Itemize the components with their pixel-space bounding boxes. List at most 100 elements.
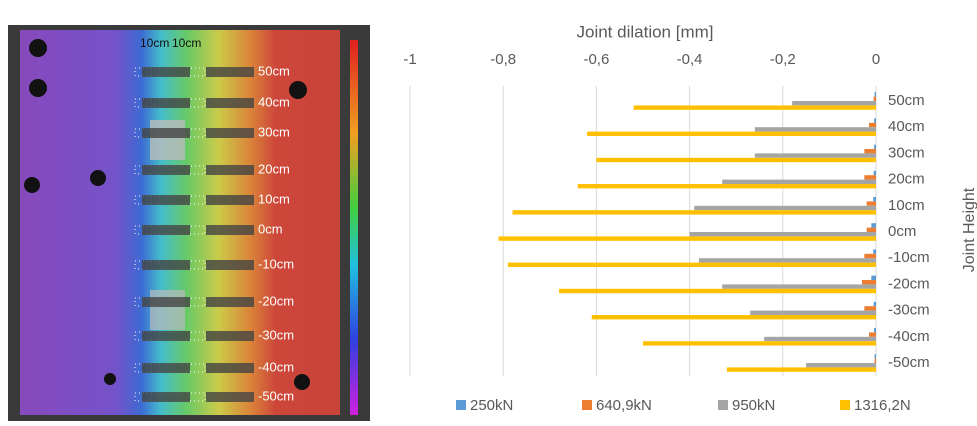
hole bbox=[294, 374, 310, 390]
legend-label: 250kN bbox=[470, 397, 513, 414]
bar bbox=[792, 101, 876, 105]
bar bbox=[499, 236, 876, 240]
page: {"image": {"scale_labels": ["10cm", "10c… bbox=[0, 0, 977, 421]
bar bbox=[592, 315, 876, 319]
bar bbox=[869, 332, 876, 336]
hole bbox=[29, 39, 47, 57]
bar bbox=[722, 284, 876, 288]
height-label: -20cm bbox=[258, 293, 294, 308]
point-tag bbox=[206, 195, 254, 205]
bar bbox=[874, 118, 876, 122]
height-label: -40cm bbox=[258, 359, 294, 374]
hole bbox=[24, 177, 40, 193]
height-label: -10cm bbox=[258, 256, 294, 271]
bar bbox=[513, 210, 876, 214]
bar bbox=[755, 127, 876, 131]
bar bbox=[874, 145, 876, 149]
bar bbox=[875, 359, 876, 363]
y-tick-label: -40cm bbox=[888, 328, 930, 345]
bar bbox=[634, 105, 876, 109]
y-tick-label: 40cm bbox=[888, 118, 925, 135]
bar bbox=[864, 306, 876, 310]
legend-label: 1316,2N bbox=[854, 397, 911, 414]
hole bbox=[104, 373, 116, 385]
bar bbox=[694, 206, 876, 210]
y-tick-label: 10cm bbox=[888, 197, 925, 214]
point-tag bbox=[142, 392, 190, 402]
x-tick-label: -0,6 bbox=[583, 51, 609, 68]
point-tag bbox=[142, 128, 190, 138]
bar bbox=[764, 337, 876, 341]
bar bbox=[874, 302, 876, 306]
y-tick-label: 30cm bbox=[888, 144, 925, 161]
bar bbox=[755, 153, 876, 157]
bar bbox=[873, 249, 876, 253]
bar bbox=[867, 228, 876, 232]
y-tick-label: -20cm bbox=[888, 275, 930, 292]
dic-image bbox=[8, 25, 370, 421]
y-tick-label: 50cm bbox=[888, 92, 925, 109]
bar bbox=[508, 263, 876, 267]
bar bbox=[874, 171, 876, 175]
point-tag bbox=[142, 331, 190, 341]
hole bbox=[29, 79, 47, 97]
legend-swatch bbox=[456, 400, 466, 410]
height-label: 10cm bbox=[258, 191, 290, 206]
height-label: -30cm bbox=[258, 327, 294, 342]
scale-label: 10cm bbox=[140, 36, 169, 50]
point-tag bbox=[206, 225, 254, 235]
hole bbox=[289, 81, 307, 99]
chart-title: Joint dilation [mm] bbox=[577, 22, 714, 41]
bar bbox=[875, 92, 876, 96]
point-tag bbox=[142, 67, 190, 77]
bar bbox=[874, 97, 876, 101]
bar bbox=[578, 184, 876, 188]
bar bbox=[871, 223, 876, 227]
point-tag bbox=[206, 128, 254, 138]
bar bbox=[874, 328, 876, 332]
bar bbox=[871, 276, 876, 280]
x-tick-label: -1 bbox=[403, 51, 416, 68]
point-tag bbox=[206, 165, 254, 175]
point-tag bbox=[142, 363, 190, 373]
point-tag bbox=[206, 392, 254, 402]
bar bbox=[750, 311, 876, 315]
bar bbox=[864, 175, 876, 179]
bar bbox=[587, 132, 876, 136]
hole bbox=[90, 170, 106, 186]
bar bbox=[867, 201, 876, 205]
height-label: 50cm bbox=[258, 63, 290, 78]
chart: 10cm10cm50cm40cm30cm20cm10cm0cm-10cm-20c… bbox=[0, 0, 977, 421]
legend-label: 950kN bbox=[732, 397, 775, 414]
height-label: 0cm bbox=[258, 221, 283, 236]
point-tag bbox=[206, 297, 254, 307]
legend-label: 640,9kN bbox=[596, 397, 652, 414]
x-tick-label: -0,8 bbox=[490, 51, 516, 68]
height-label: -50cm bbox=[258, 388, 294, 403]
bar bbox=[727, 367, 876, 371]
legend-swatch bbox=[840, 400, 850, 410]
bar bbox=[875, 354, 876, 358]
x-tick-label: -0,4 bbox=[677, 51, 703, 68]
scale-label: 10cm bbox=[172, 36, 201, 50]
color-bar bbox=[350, 40, 358, 415]
point-tag bbox=[142, 195, 190, 205]
y-tick-label: 20cm bbox=[888, 171, 925, 188]
legend-swatch bbox=[718, 400, 728, 410]
bar bbox=[722, 180, 876, 184]
point-tag bbox=[206, 67, 254, 77]
height-label: 20cm bbox=[258, 161, 290, 176]
y-axis-title: Joint Height bbox=[961, 187, 977, 272]
bar bbox=[806, 363, 876, 367]
bar bbox=[559, 289, 876, 293]
height-label: 40cm bbox=[258, 94, 290, 109]
bar bbox=[864, 254, 876, 258]
y-tick-label: -30cm bbox=[888, 302, 930, 319]
bar bbox=[690, 232, 876, 236]
joint-patch bbox=[150, 290, 185, 330]
height-label: 30cm bbox=[258, 124, 290, 139]
x-tick-label: -0,2 bbox=[770, 51, 796, 68]
point-tag bbox=[206, 98, 254, 108]
y-tick-label: 0cm bbox=[888, 223, 916, 240]
point-tag bbox=[206, 363, 254, 373]
